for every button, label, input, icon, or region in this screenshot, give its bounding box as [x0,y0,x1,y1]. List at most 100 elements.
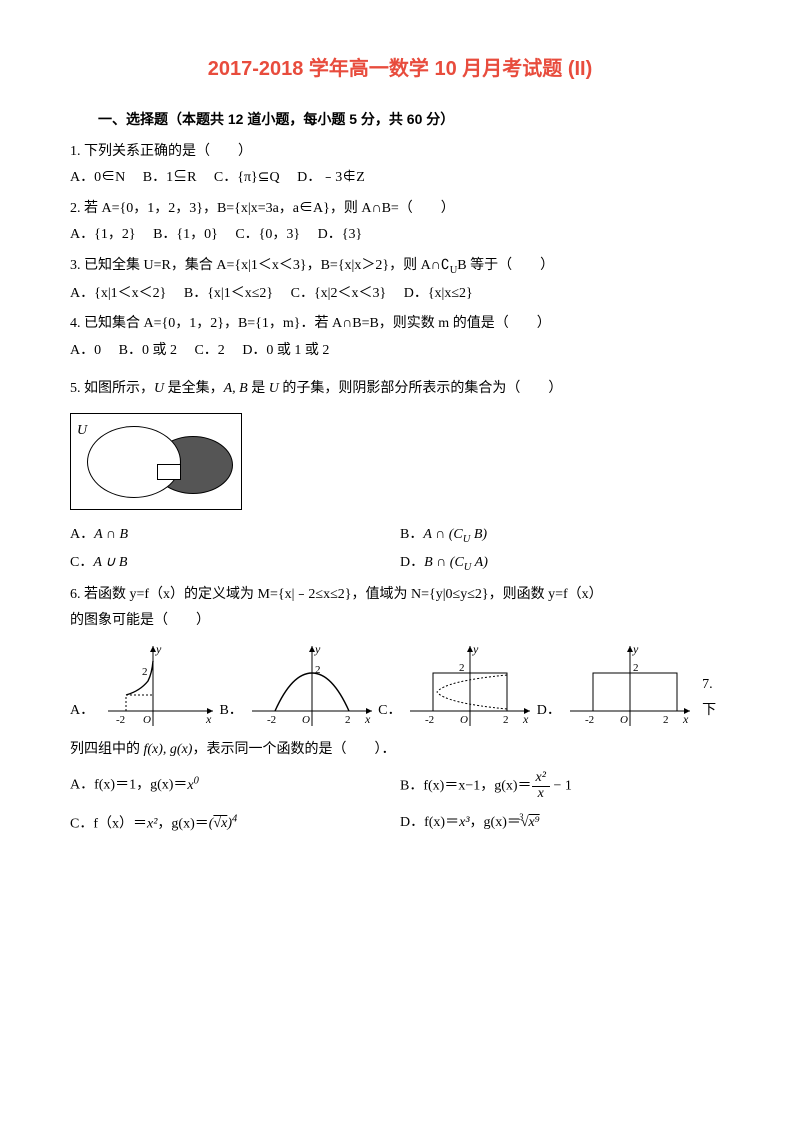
q7-lead-tail: 7. 下 [702,672,730,731]
q5a-pre: A． [70,527,94,542]
graph-a: y x O -2 2 [98,641,217,731]
q5-AB: A, B [224,381,248,396]
q6-stem-1: 6. 若函数 y=f（x）的定义域为 M={x|﹣2≤x≤2}，值域为 N={y… [70,582,730,609]
svg-text:O: O [143,714,151,726]
q5d-a: B ∩ (C [424,555,464,570]
graph-d: y x O -2 2 2 [565,641,694,731]
q5-opt-d: D．B ∩ (CU A) [400,550,730,578]
q2-options: A．{1，2} B．{1，0} C．{0，3} D．{3} [70,222,730,249]
q5-t1: 5. 如图所示， [70,381,154,396]
section-1-header: 一、选择题（本题共 12 道小题，每小题 5 分，共 60 分） [70,106,730,133]
q3-opt-a: A．{x|1＜x＜2} [70,286,166,301]
q3-options: A．{x|1＜x＜2} B．{x|1＜x≤2} C．{x|2＜x＜3} D．{x… [70,281,730,308]
q7b-den: x [532,787,550,802]
q4-options: A．0 B．0 或 2 C．2 D．0 或 1 或 2 [70,338,730,365]
q1-stem: 1. 下列关系正确的是（ ） [70,139,730,166]
q7a-pre: A．f(x)＝1，g(x)＝ [70,778,187,793]
q5c-pre: C． [70,555,93,570]
q5-t3: 是 [248,381,269,396]
page-title: 2017-2018 学年高一数学 10 月月考试题 (II) [70,50,730,88]
question-6: 6. 若函数 y=f（x）的定义域为 M={x|﹣2≤x≤2}，值域为 N={y… [70,582,730,731]
q2-opt-b: B．{1，0} [153,227,218,242]
q5-t2: 是全集， [164,381,224,396]
svg-text:2: 2 [459,662,465,674]
q6-stem-2: 的图象可能是（ ） [70,608,730,635]
q5-options: A．A ∩ B B．A ∩ (CU B) C．A ∪ B D．B ∩ (CU A… [70,522,730,577]
q1-opt-a: A．0∈N [70,170,125,185]
svg-text:-2: -2 [585,714,594,726]
q2-stem: 2. 若 A={0，1，2，3}，B={x|x=3a，a∈A}，则 A∩B=（ … [70,196,730,223]
q1-options: A．0∈N B．1⊆R C．{π}⊆Q D．﹣3∉Z [70,165,730,192]
q4-opt-a: A．0 [70,343,101,358]
svg-text:O: O [620,714,628,726]
q6-label-d: D． [537,698,561,731]
venn-set-a [87,426,181,498]
q3-stem-b: B 等于（ ） [457,258,554,273]
q5c-math: A ∪ B [93,555,127,570]
q5-t4: 的子集，则阴影部分所表示的集合为（ ） [279,381,563,396]
svg-text:2: 2 [142,666,148,678]
q7b-tail: − 1 [550,779,572,794]
q4-opt-b: B．0 或 2 [119,343,177,358]
q7d-pre: D．f(x)＝ [400,815,459,830]
svg-text:2: 2 [345,714,351,726]
question-5: 5. 如图所示，U 是全集，A, B 是 U 的子集，则阴影部分所表示的集合为（… [70,376,730,577]
q5d-pre: D． [400,555,424,570]
q7d-x3: x³ [459,815,469,830]
question-4: 4. 已知集合 A={0，1，2}，B={1，m}．若 A∩B=B，则实数 m … [70,311,730,364]
question-1: 1. 下列关系正确的是（ ） A．0∈N B．1⊆R C．{π}⊆Q D．﹣3∉… [70,139,730,192]
svg-text:y: y [314,642,321,656]
q1-opt-d: D．﹣3∉Z [297,170,365,185]
svg-text:y: y [472,642,479,656]
venn-diagram: U A B [70,413,242,510]
svg-text:2: 2 [503,714,509,726]
q1-opt-c: C．{π}⊆Q [214,170,280,185]
q6-label-a: A． [70,698,94,731]
q3-stem-a: 3. 已知全集 U=R，集合 A={x|1＜x＜3}，B={x|x＞2}，则 A… [70,258,450,273]
q5b-a: A ∩ (C [423,527,462,542]
q5-opt-a: A．A ∩ B [70,522,400,550]
q7-stem: 列四组中的 f(x), g(x)，表示同一个函数的是（ ）． [70,737,730,764]
svg-text:x: x [205,712,212,726]
graph-c: y x O -2 2 2 [405,641,534,731]
question-2: 2. 若 A={0，1，2，3}，B={x|x=3a，a∈A}，则 A∩B=（ … [70,196,730,249]
q5-opt-c: C．A ∪ B [70,550,400,578]
svg-text:-2: -2 [116,714,125,726]
q5-opt-b: B．A ∩ (CU B) [400,522,730,550]
q7c-mid: ，g(x)＝ [157,816,208,831]
q4-stem: 4. 已知集合 A={0，1，2}，B={1，m}．若 A∩B=B，则实数 m … [70,311,730,338]
q2-opt-d: D．{3} [318,227,363,242]
svg-text:-2: -2 [267,714,276,726]
svg-text:2: 2 [663,714,669,726]
question-7: 列四组中的 f(x), g(x)，表示同一个函数的是（ ）． A．f(x)＝1，… [70,737,730,838]
q7-options: A．f(x)＝1，g(x)＝ x 0 B．f(x)＝x−1，g(x)＝x²x − 1… [70,771,730,838]
q7-opt-c: C．f（x）＝x²，g(x)＝(√x)4 [70,810,400,838]
q3-opt-c: C．{x|2＜x＜3} [291,286,387,301]
q2-opt-c: C．{0，3} [235,227,300,242]
q4-opt-d: D．0 或 1 或 2 [242,343,329,358]
q7d-rad: x⁹ [529,815,540,830]
svg-text:x: x [364,712,371,726]
q5-stem: 5. 如图所示，U 是全集，A, B 是 U 的子集，则阴影部分所表示的集合为（… [70,376,730,403]
q3-stem: 3. 已知全集 U=R，集合 A={x|1＜x＜3}，B={x|x＞2}，则 A… [70,253,730,281]
svg-text:x: x [522,712,529,726]
svg-text:2: 2 [633,662,639,674]
q7a-sup: 0 [194,775,199,786]
q7c-sqrt: √x [213,816,227,831]
q1-opt-b: B．1⊆R [143,170,197,185]
q6-label-c: C． [378,698,401,731]
svg-text:O: O [302,714,310,726]
svg-text:O: O [460,714,468,726]
q7c-sup: 4 [232,814,237,825]
q7b-pre: B．f(x)＝x−1，g(x)＝ [400,779,532,794]
q5b-b: B) [470,527,487,542]
q4-opt-c: C．2 [194,343,224,358]
q3-opt-d: D．{x|x≤2} [404,286,473,301]
q5-U: U [154,381,164,396]
svg-text:-2: -2 [425,714,434,726]
question-3: 3. 已知全集 U=R，集合 A={x|1＜x＜3}，B={x|x＞2}，则 A… [70,253,730,307]
q2-opt-a: A．{1，2} [70,227,136,242]
q6-label-b: B． [219,698,242,731]
q7c-pre: C．f（x）＝ [70,816,147,831]
q7-opt-b: B．f(x)＝x−1，g(x)＝x²x − 1 [400,771,730,801]
